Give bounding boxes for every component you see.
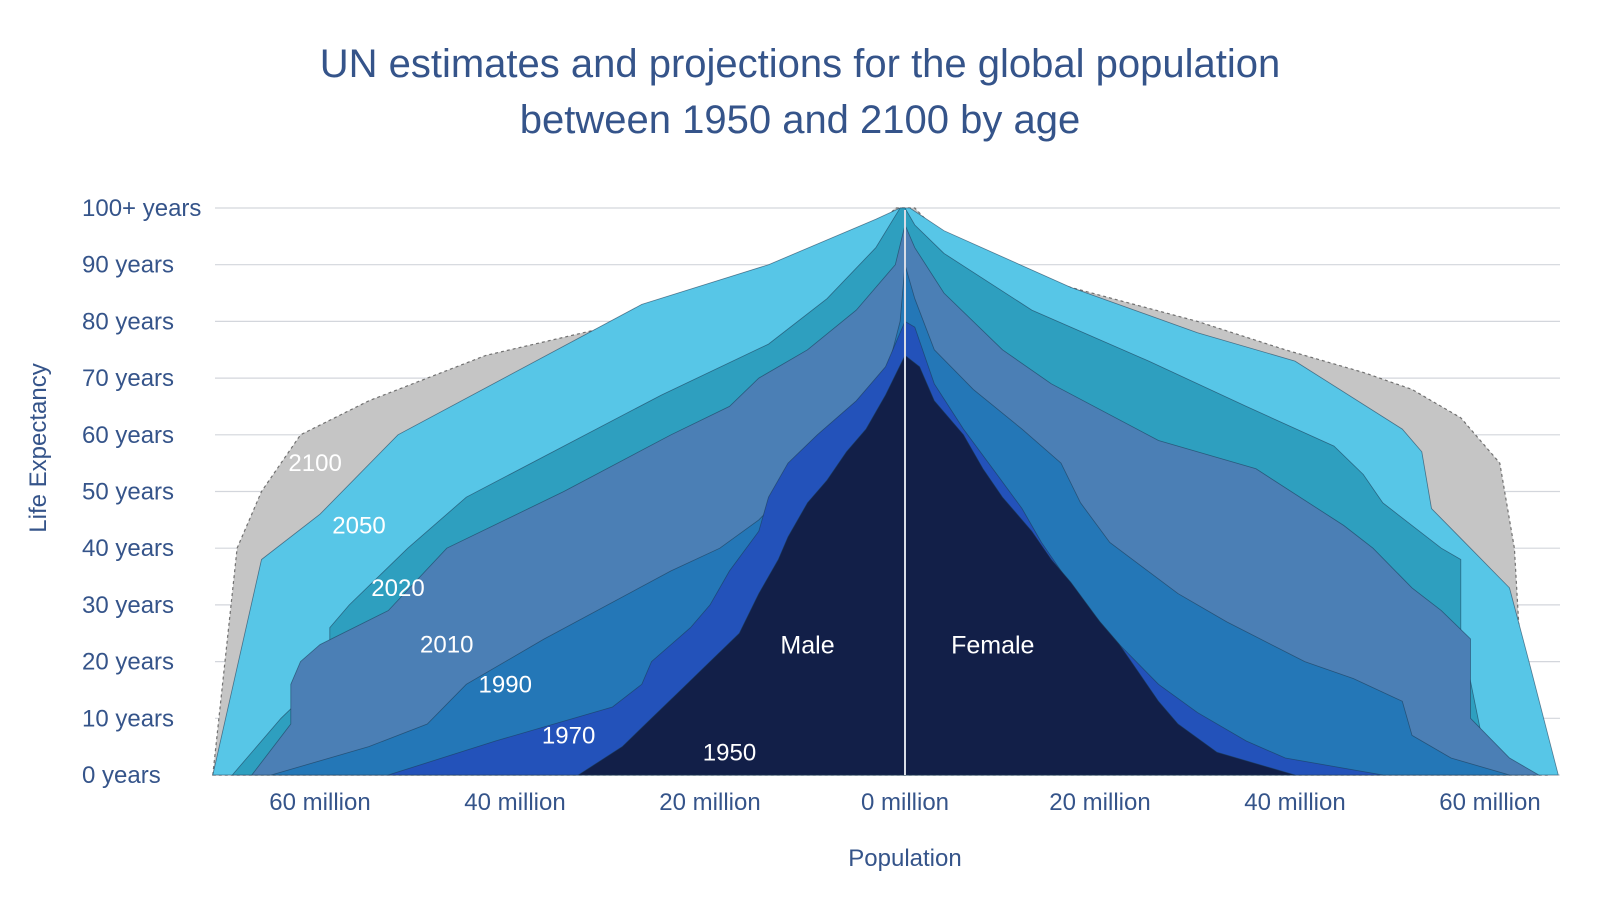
- series-label-2010: 2010: [420, 632, 473, 659]
- y-tick-label-10: 100+ years: [82, 195, 201, 222]
- y-tick-label-6: 60 years: [82, 422, 174, 449]
- chart-title-line-2: between 1950 and 2100 by age: [519, 98, 1081, 142]
- male-label: Male: [780, 632, 834, 660]
- series-label-2020: 2020: [371, 575, 424, 602]
- y-axis-title: Life Expectancy: [25, 363, 52, 532]
- x-tick-label-6: 60 million: [1439, 789, 1540, 816]
- x-tick-label-0: 60 million: [269, 789, 370, 816]
- chart-title: UN estimates and projections for the glo…: [0, 36, 1600, 148]
- x-axis-title: Population: [848, 845, 961, 872]
- x-tick-label-3: 0 million: [861, 789, 949, 816]
- x-tick-label-5: 40 million: [1244, 789, 1345, 816]
- y-tick-label-3: 30 years: [82, 592, 174, 619]
- area-1950: [577, 354, 1296, 776]
- y-tick-label-8: 80 years: [82, 308, 174, 335]
- series-areas: [212, 207, 1559, 776]
- chart-title-line-1: UN estimates and projections for the glo…: [319, 42, 1281, 86]
- y-tick-label-0: 0 years: [82, 762, 161, 789]
- x-tick-label-4: 20 million: [1049, 789, 1150, 816]
- y-tick-label-5: 50 years: [82, 479, 174, 506]
- female-label: Female: [951, 632, 1034, 660]
- x-tick-labels: 60 million 40 million 20 million 0 million 2…: [269, 789, 1540, 816]
- y-tick-label-2: 20 years: [82, 649, 174, 676]
- y-tick-label-7: 70 years: [82, 365, 174, 392]
- series-label-1950: 1950: [703, 739, 756, 766]
- y-tick-label-1: 10 years: [82, 705, 174, 732]
- y-tick-labels: 0 years 10 years 20 years 30 years 40 years 5…: [82, 195, 201, 789]
- series-label-1990: 1990: [479, 671, 532, 698]
- series-label-1970: 1970: [542, 722, 595, 749]
- y-tick-label-9: 90 years: [82, 252, 174, 279]
- series-label-2050: 2050: [332, 513, 385, 540]
- x-tick-label-2: 20 million: [659, 789, 760, 816]
- series-label-2100: 2100: [288, 450, 341, 477]
- x-tick-label-1: 40 million: [464, 789, 565, 816]
- y-tick-label-4: 40 years: [82, 535, 174, 562]
